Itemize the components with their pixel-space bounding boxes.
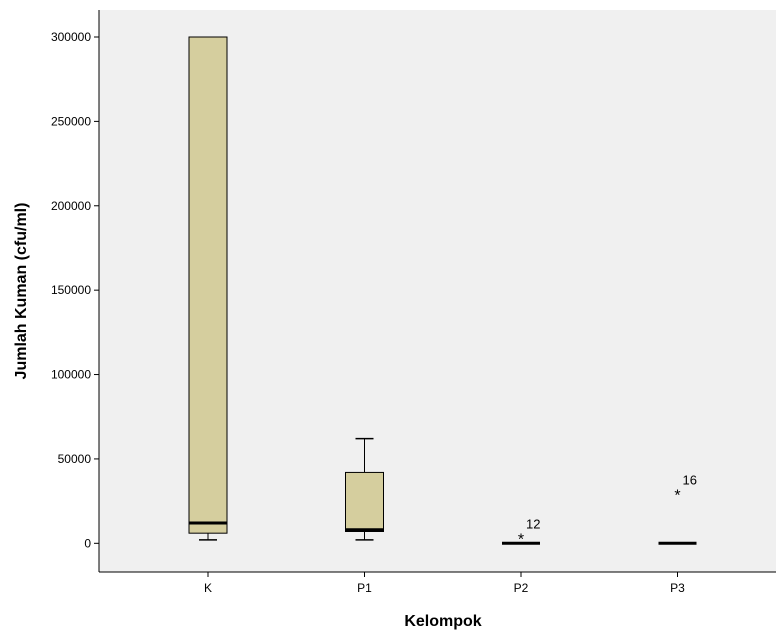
y-tick-label: 200000: [51, 199, 91, 213]
x-axis-title: Kelompok: [404, 613, 481, 630]
outlier-label: 16: [683, 473, 697, 488]
y-tick-label: 150000: [51, 283, 91, 297]
y-tick-label: 300000: [51, 30, 91, 44]
outlier-marker: *: [674, 488, 680, 505]
y-axis-ticks: 0 50000 100000 150000 200000 250000 300000: [51, 30, 99, 550]
y-tick-label: 50000: [58, 452, 92, 466]
box-group-k: [188, 36, 228, 541]
box-group-p2: *12: [502, 517, 540, 549]
x-tick-label: P3: [670, 581, 685, 595]
box-group-p1: [345, 437, 384, 541]
box: [188, 36, 228, 534]
box-group-p3: *16: [658, 473, 697, 545]
box-series: *12*16: [188, 36, 697, 549]
outlier-label: 12: [526, 517, 540, 532]
x-tick-label: P1: [357, 581, 372, 595]
box: [345, 471, 384, 532]
outlier-marker: *: [518, 532, 524, 549]
x-tick-label: P2: [514, 581, 529, 595]
x-axis-ticks: K P1 P2 P3: [204, 572, 685, 595]
y-tick-label: 100000: [51, 368, 91, 382]
y-tick-label: 250000: [51, 114, 91, 128]
x-tick-label: K: [204, 581, 212, 595]
y-tick-label: 0: [84, 536, 91, 550]
y-axis-title: Jumlah Kuman (cfu/ml): [13, 203, 30, 380]
